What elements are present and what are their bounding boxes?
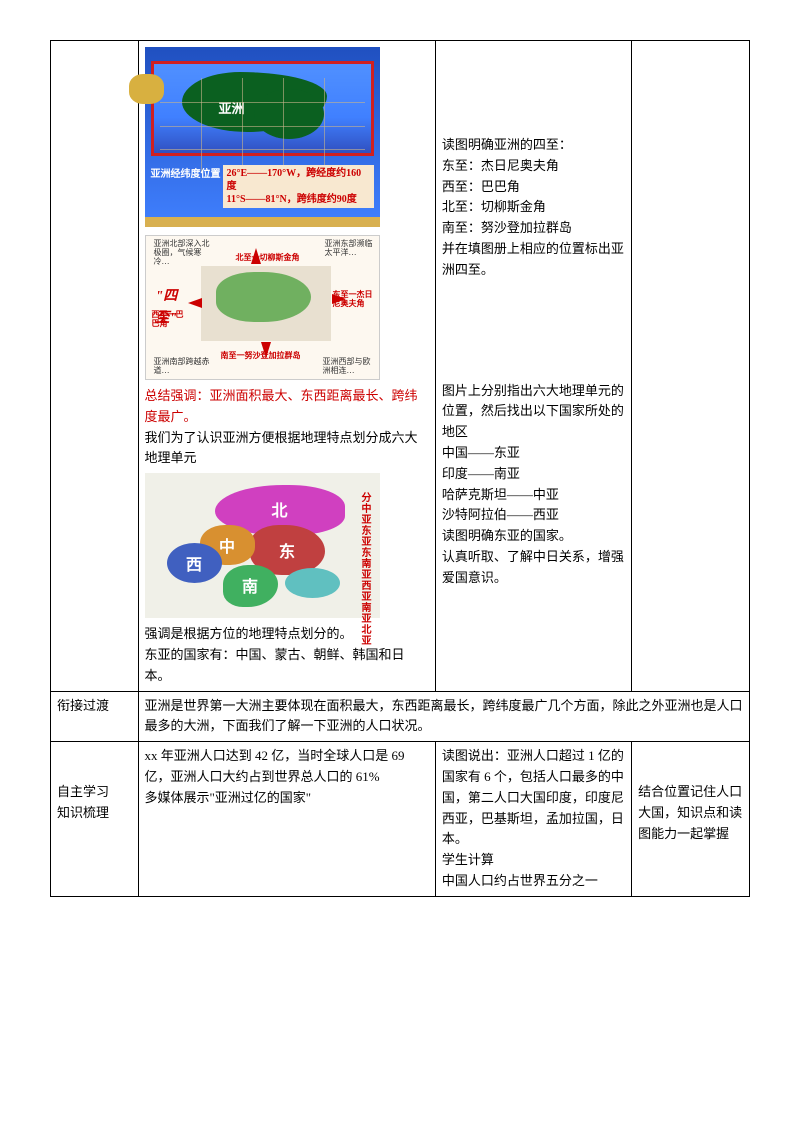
row2-label: 衔接过渡 xyxy=(51,691,139,742)
map1-left-label: 亚洲经纬度位置 xyxy=(151,167,221,183)
row1-col2: 亚洲 亚洲经纬度位置 26°E——170°W，跨经度约160度 11°S——81… xyxy=(138,41,435,692)
text1: 我们为了认识亚洲方便根据地理特点划分成六大地理单元 xyxy=(145,428,429,470)
row1-col1 xyxy=(51,41,139,692)
col3-block1: 读图明确亚洲的四至： 东至：杰日尼奥夫角 西至：巴巴角 北至：切柳斯金角 南至：… xyxy=(442,135,625,281)
asia-regions-map: 北 东 中 西 南 分中亚东亚东南亚西亚南亚北亚 xyxy=(145,473,380,618)
map1-caption: 26°E——170°W，跨经度约160度 11°S——81°N，跨纬度约90度 xyxy=(223,165,374,208)
row1-col3: 读图明确亚洲的四至： 东至：杰日尼奥夫角 西至：巴巴角 北至：切柳斯金角 南至：… xyxy=(435,41,631,692)
asia-latlng-map: 亚洲 亚洲经纬度位置 26°E——170°W，跨经度约160度 11°S——81… xyxy=(145,47,380,227)
region-south: 南 xyxy=(223,565,278,607)
row3-col2: xx 年亚洲人口达到 42 亿，当时全球人口是 69 亿，亚洲人口大约占到世界总… xyxy=(138,742,435,897)
text3: 东亚的国家有：中国、蒙古、朝鲜、韩国和日本。 xyxy=(145,645,429,687)
col3-block2: 图片上分别指出六大地理单元的位置，然后找出以下国家所处的地区 中国——东亚 印度… xyxy=(442,381,625,589)
text2: 强调是根据方位的地理特点划分的。 xyxy=(145,624,429,645)
row1-col4 xyxy=(632,41,750,692)
region-west: 西 xyxy=(167,543,222,583)
row3-col3: 读图说出：亚洲人口超过 1 亿的国家有 6 个，包括人口最多的中国，第二人口大国… xyxy=(435,742,631,897)
summary-text: 总结强调：亚洲面积最大、东西距离最长、跨纬度最广。 xyxy=(145,386,429,428)
asia-extremes-map: 亚洲北部深入北极圈，气候寒冷… 北至一切柳斯金角 亚洲东部濒临太平洋… "四 至… xyxy=(145,235,380,380)
row2-text: 亚洲是世界第一大洲主要体现在面积最大，东西距离最长，跨纬度最广几个方面，除此之外… xyxy=(138,691,750,742)
row3-col4: 结合位置记住人口大国，知识点和读图能力一起掌握 xyxy=(632,742,750,897)
region-southeast xyxy=(285,568,340,598)
row3-label: 自主学习 知识梳理 xyxy=(51,742,139,897)
map3-vtext: 分中亚东亚东南亚西亚南亚北亚 xyxy=(362,493,376,647)
